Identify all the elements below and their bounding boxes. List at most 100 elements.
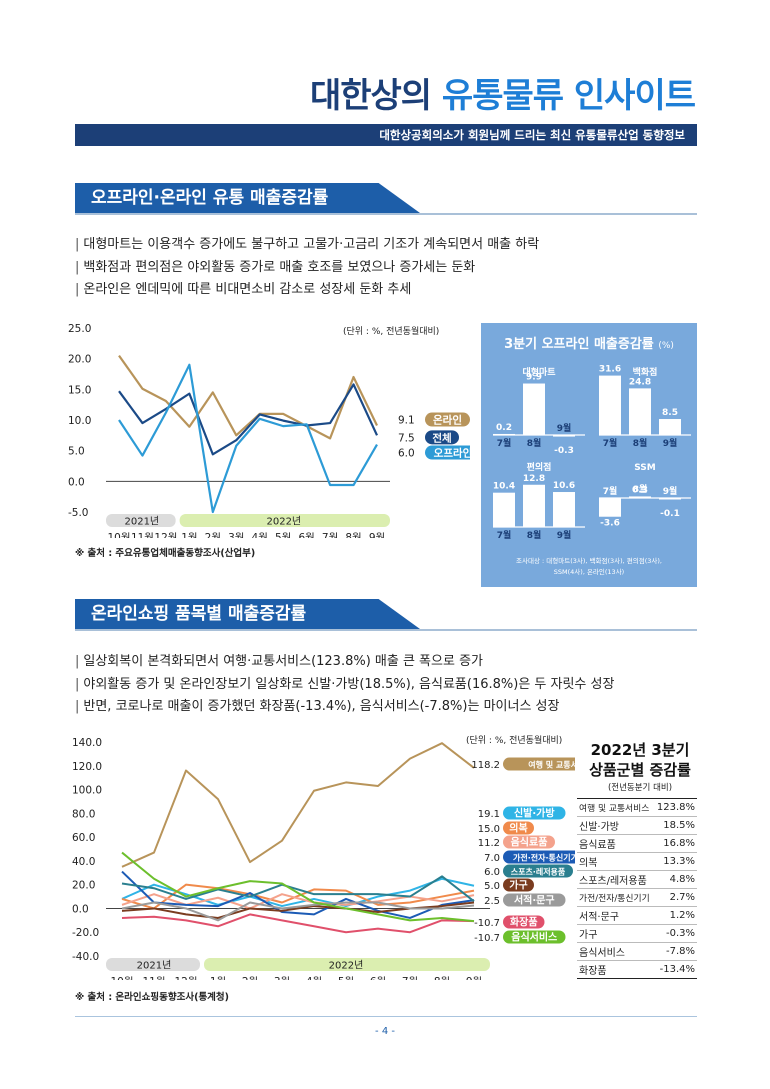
panel-group-title: SSM — [634, 463, 656, 473]
category-name: 가전/전자/통신기기 — [577, 888, 654, 907]
y-tick-label: 140.0 — [72, 737, 102, 749]
panel-bar — [629, 388, 651, 435]
x-tick-label: 5월 — [275, 532, 291, 538]
x-tick-label: 7월 — [322, 532, 338, 538]
x-tick-label: 8월 — [434, 976, 450, 980]
series-name: 화장품 — [510, 916, 538, 929]
panel-bar — [599, 375, 621, 435]
series-end-value: 6.0 — [484, 867, 500, 878]
series-legend-pill — [503, 806, 566, 820]
series-name: 온라인 — [433, 414, 462, 427]
series-line — [121, 913, 475, 934]
chart1-source: ※ 출처 : 주요유통업체매출동향조사(산업부) — [75, 548, 256, 559]
series-legend-pill — [503, 893, 566, 907]
series-legend-pill — [503, 915, 545, 929]
panel-month-label: 8월 — [633, 483, 648, 495]
category-name: 서적·문구 — [577, 906, 654, 925]
x-tick-label: 2월 — [205, 532, 221, 538]
year-label: 2021년 — [124, 516, 159, 528]
product-growth-table: 여행 및 교통서비스 123.8% 신발·가방 18.5% 음식료품 16.8% 의복 13.… — [577, 798, 697, 979]
section1-heading-bar: 오프라인·온라인 유통 매출증감률 — [75, 183, 697, 215]
panel-group-title: 백화점 — [633, 366, 658, 378]
bullet-item: | 야외활동 증가 및 온라인장보기 일상화로 신발·가방(18.5%), 음식료… — [75, 676, 615, 692]
x-tick-label: 4월 — [306, 976, 322, 980]
x-tick-label: 10월 — [110, 976, 133, 980]
page-number: - 4 - — [375, 1026, 395, 1037]
series-end-value: 7.5 — [398, 432, 415, 444]
year-label: 2022년 — [329, 960, 364, 972]
category-value: 1.2% — [653, 906, 697, 925]
series-end-value: -10.7 — [474, 918, 500, 929]
panel-bar — [599, 498, 621, 517]
series-name: 의복 — [509, 822, 527, 835]
panel-month-label: 9월 — [663, 485, 678, 497]
category-value: 13.3% — [653, 852, 697, 871]
divider — [75, 629, 697, 631]
y-tick-label: 15.0 — [68, 384, 91, 396]
category-value: 123.8% — [653, 798, 697, 817]
offline-q3-panel-title: 3분기 오프라인 매출증감률 (%) — [504, 337, 674, 352]
panel-bar-value: -0.1 — [660, 509, 680, 519]
series-name: 가구 — [509, 879, 527, 892]
series-name: 전체 — [432, 431, 451, 444]
series-legend-pill — [503, 930, 566, 944]
panel-bar — [553, 435, 575, 437]
category-value: -7.8% — [653, 942, 697, 961]
x-tick-label: 9월 — [369, 532, 385, 538]
category-name: 가구 — [577, 924, 654, 943]
panel-month-label: 7월 — [603, 437, 618, 449]
panel-bar — [629, 496, 651, 498]
panel-bar-value: 8.5 — [662, 408, 678, 418]
series-line — [118, 354, 378, 440]
series-name: 가전·전자·통신기기 — [513, 853, 575, 863]
panel-bar — [493, 433, 515, 436]
bullet-item: | 반면, 코로나로 매출이 증가했던 화장품(-13.4%), 음식서비스(-7… — [75, 699, 560, 714]
panel-bar-value: 10.4 — [493, 482, 515, 492]
category-name: 여행 및 교통서비스 — [577, 798, 654, 817]
online-category-line-chart: 140.0 120.0 100.0 80.0 60.0 40.0 20.0 0.0 -20.0 -… — [72, 737, 575, 980]
panel-month-label: 9월 — [557, 529, 572, 541]
series-end-value: 2.5 — [484, 896, 500, 907]
category-value: -13.4% — [653, 960, 697, 979]
panel-bar-value: 10.6 — [553, 481, 575, 491]
panel-bar-value: -0.3 — [554, 446, 574, 456]
series-line — [118, 363, 378, 514]
series-end-value: 15.0 — [478, 824, 500, 835]
panel-month-label: 9월 — [557, 422, 572, 434]
panel-group-title: 편의점 — [527, 461, 552, 473]
year-band-2021 — [106, 514, 176, 527]
y-tick-label: 0.0 — [68, 476, 85, 488]
series-name: 서적·문구 — [514, 894, 555, 907]
series-legend-pill — [503, 821, 534, 835]
bullet-item: | 온라인은 엔데믹에 따른 비대면소비 감소로 성장세 둔화 추세 — [75, 282, 412, 297]
series-end-value: 118.2 — [471, 760, 500, 771]
y-tick-label: 100.0 — [72, 785, 102, 797]
divider — [75, 213, 697, 215]
table-row: 스포츠/레저용품 4.8% — [577, 870, 697, 889]
panel-bar — [523, 484, 545, 527]
panel-group-title: 대형마트 — [522, 366, 556, 378]
section1-heading: 오프라인·온라인 유통 매출증감률 — [75, 183, 420, 213]
category-value: -0.3% — [653, 924, 697, 943]
series-legend-pill — [425, 445, 470, 460]
panel-month-label: 8월 — [527, 437, 542, 449]
panel-month-label: 8월 — [633, 437, 648, 449]
x-tick-label: 12월 — [174, 976, 197, 980]
x-tick-label: 3월 — [228, 532, 244, 538]
table-row: 신발·가방 18.5% — [577, 816, 697, 835]
series-name: 음식서비스 — [511, 931, 557, 944]
series-line — [121, 870, 475, 919]
chart1-unit: (단위 : %, 전년동월대비) — [343, 327, 440, 337]
footer-divider — [75, 1016, 697, 1017]
subtitle-bar: 대한상공회의소가 회원님께 드리는 최신 유통물류산업 동향정보 — [75, 124, 697, 146]
series-legend-pill — [503, 864, 573, 878]
series-end-value: 6.0 — [398, 448, 415, 460]
x-tick-label: 10월 — [107, 532, 130, 538]
section1-bullets: | 대형마트는 이용객수 증가에도 불구하고 고물가·고금리 기조가 계속되면서 … — [75, 234, 697, 302]
x-tick-label: 4월 — [252, 532, 268, 538]
category-value: 18.5% — [653, 816, 697, 835]
x-tick-label: 7월 — [402, 976, 418, 980]
panel-bar — [553, 492, 575, 527]
y-tick-label: 60.0 — [72, 832, 95, 844]
series-end-value: -10.7 — [474, 933, 500, 944]
